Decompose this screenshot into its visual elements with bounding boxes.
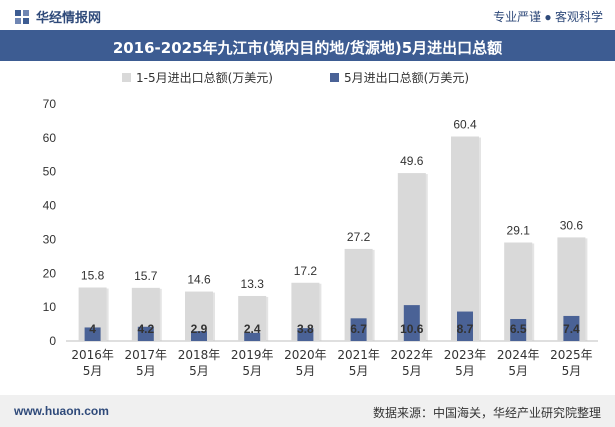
y-tick-label: 30: [43, 232, 57, 246]
brand[interactable]: 华经情报网: [14, 7, 101, 26]
data-label-may: 3.8: [297, 322, 314, 336]
brand-logo-icon: [15, 9, 29, 24]
data-source: 数据来源：中国海关，华经产业研究院整理: [372, 406, 601, 420]
data-label-may: 7.4: [563, 322, 580, 336]
bar-may: [244, 332, 261, 341]
y-tick-label: 20: [43, 266, 57, 280]
x-tick-label: 2020年 5月: [284, 348, 327, 378]
data-label-total: 15.8: [81, 269, 105, 283]
data-label-may: 10.6: [400, 322, 424, 336]
data-label-total: 29.1: [507, 223, 531, 237]
data-label-total: 30.6: [560, 218, 584, 232]
legend-label-1: 1-5月进出口总额(万美元): [136, 71, 273, 85]
bar-may: [137, 326, 154, 341]
x-tick-label: 2017年 5月: [125, 348, 168, 378]
x-tick-label: 2021年 5月: [337, 348, 380, 378]
y-tick-label: 70: [43, 97, 57, 111]
data-label-may: 2.4: [244, 322, 261, 336]
y-tick-label: 40: [43, 199, 57, 213]
chart-title: 2016-2025年九江市(境内目的地/货源地)5月进出口总额: [112, 39, 503, 57]
bar-may: [403, 305, 420, 341]
legend-label-2: 5月进出口总额(万美元): [344, 71, 469, 85]
data-label-may: 8.7: [457, 322, 474, 336]
header-bar: 华经情报网 专业严谨 ● 客观科学: [0, 0, 615, 30]
bar-chart: 0 10 20 30 40 50 60 70 1-5月进出口总额(万美元) 5月进出口总额(万美元…: [43, 71, 598, 378]
y-tick-label: 60: [43, 131, 57, 145]
data-label-total: 13.3: [241, 277, 265, 291]
data-label-total: 49.6: [400, 154, 424, 168]
y-tick-label: 0: [49, 334, 56, 348]
data-label-total: 17.2: [294, 264, 318, 278]
legend-swatch-2: [330, 73, 339, 82]
x-tick-label: 2024年 5月: [497, 348, 540, 378]
slogan: 专业严谨 ● 客观科学: [493, 10, 603, 24]
brand-name: 华经情报网: [36, 10, 102, 25]
bar-total: [451, 136, 479, 341]
data-label-total: 15.7: [134, 269, 158, 283]
bar-may: [191, 331, 207, 341]
bar-may: [297, 328, 314, 341]
y-tick-label: 50: [43, 165, 57, 179]
data-label-may: 2.9: [191, 322, 208, 336]
x-tick-label: 2019年 5月: [231, 348, 274, 378]
title-bar: [0, 30, 615, 61]
bar-may: [84, 327, 101, 341]
footer-bar: [0, 395, 615, 427]
data-label-total: 60.4: [453, 118, 477, 132]
bar-may: [563, 315, 580, 341]
bar-may: [457, 311, 473, 341]
data-label-may: 4: [89, 322, 96, 336]
data-label-total: 14.6: [187, 273, 211, 287]
x-tick-label: 2025年 5月: [550, 348, 593, 378]
legend-swatch-1: [122, 73, 131, 82]
x-tick-label: 2016年 5月: [71, 348, 114, 378]
x-tick-label: 2018年 5月: [178, 348, 221, 378]
x-tick-label: 2022年 5月: [391, 348, 434, 378]
bar-may: [510, 318, 527, 341]
data-label-may: 6.5: [510, 322, 527, 336]
data-label-may: 6.7: [350, 322, 367, 336]
data-label-may: 4.2: [137, 322, 154, 336]
data-label-total: 27.2: [347, 230, 371, 244]
y-tick-label: 10: [43, 300, 57, 314]
website-link[interactable]: www.huaon.com: [14, 404, 109, 418]
x-tick-label: 2023年 5月: [444, 348, 487, 378]
bar-may: [350, 318, 367, 341]
